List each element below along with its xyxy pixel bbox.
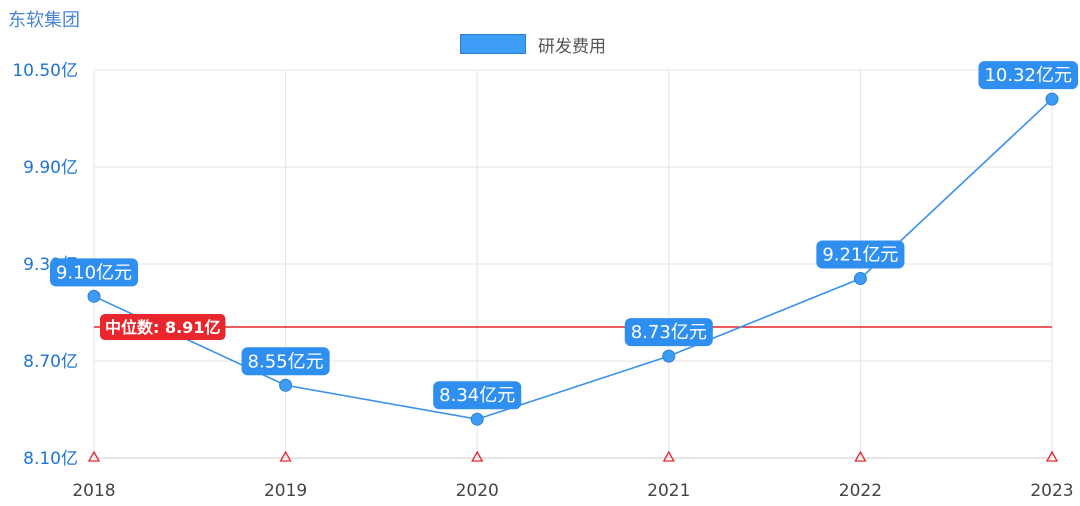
data-label-bg — [49, 258, 139, 287]
axis-marker — [87, 450, 101, 462]
data-point — [662, 349, 676, 363]
y-tick-label: 10.50亿 — [12, 61, 78, 81]
data-point — [279, 378, 293, 392]
x-tick-label: 2020 — [456, 481, 499, 501]
data-label-bg — [624, 318, 713, 347]
x-tick-label: 2023 — [1030, 481, 1073, 501]
x-tick-label: 2021 — [647, 481, 690, 501]
data-point — [87, 289, 101, 303]
data-label-bg — [978, 61, 1078, 90]
data-label: 8.73亿元 — [631, 322, 707, 343]
data-point — [1045, 92, 1059, 106]
y-tick-label: 8.10亿 — [23, 449, 78, 469]
data-label: 9.21亿元 — [822, 245, 898, 266]
company-title: 东软集团 — [8, 10, 80, 31]
axis-marker — [279, 450, 292, 462]
data-label-group: 10.32亿元 — [978, 61, 1078, 90]
data-label-group: 8.55亿元 — [241, 347, 330, 376]
data-label-bg — [241, 347, 330, 376]
axis-marker — [471, 450, 484, 462]
median-label: 中位数: 8.91亿 — [105, 318, 220, 337]
data-label: 8.34亿元 — [439, 385, 515, 406]
data-label-group: 8.73亿元 — [624, 318, 713, 347]
data-label: 10.32亿元 — [984, 65, 1072, 86]
y-tick-label: 8.70亿 — [23, 352, 78, 372]
data-point — [853, 272, 867, 286]
axis-marker — [662, 450, 675, 462]
data-label-bg — [816, 240, 905, 269]
y-tick-label: 9.90亿 — [23, 158, 78, 178]
data-label-group: 9.10亿元 — [49, 258, 139, 287]
data-point — [470, 412, 484, 426]
series-line — [93, 98, 1053, 421]
median-label-group: 中位数: 8.91亿 — [100, 314, 226, 341]
x-tick-label: 2018 — [72, 481, 115, 501]
data-label-bg — [433, 381, 522, 410]
x-tick-label: 2019 — [264, 481, 307, 501]
legend-label: 研发费用 — [538, 36, 606, 57]
axis-marker — [1045, 450, 1059, 462]
axis-marker — [854, 450, 867, 462]
x-tick-label: 2022 — [839, 481, 882, 501]
data-label: 9.10亿元 — [56, 262, 132, 283]
data-label-group: 9.21亿元 — [816, 240, 905, 269]
data-label-group: 8.34亿元 — [433, 381, 522, 410]
legend[interactable]: 研发费用 — [460, 32, 606, 57]
legend-swatch — [460, 34, 526, 54]
median-label-bg — [100, 314, 226, 341]
data-label: 8.55亿元 — [248, 351, 324, 372]
